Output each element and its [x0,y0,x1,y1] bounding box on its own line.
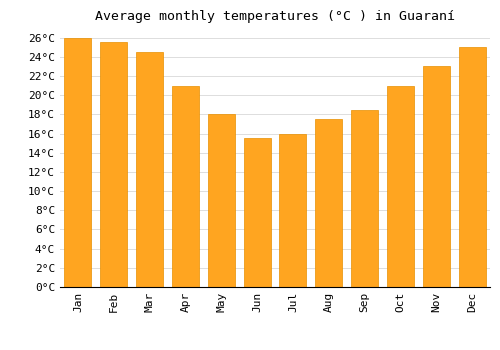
Bar [244,138,270,287]
Bar [136,52,163,287]
Bar [351,110,378,287]
Bar [280,133,306,287]
Bar [100,42,127,287]
Bar [172,85,199,287]
Bar [387,85,414,287]
Bar [316,119,342,287]
Bar [458,47,485,287]
Bar [208,114,234,287]
Title: Average monthly temperatures (°C ) in Guaraní: Average monthly temperatures (°C ) in Gu… [95,10,455,23]
Bar [64,37,92,287]
Bar [423,66,450,287]
